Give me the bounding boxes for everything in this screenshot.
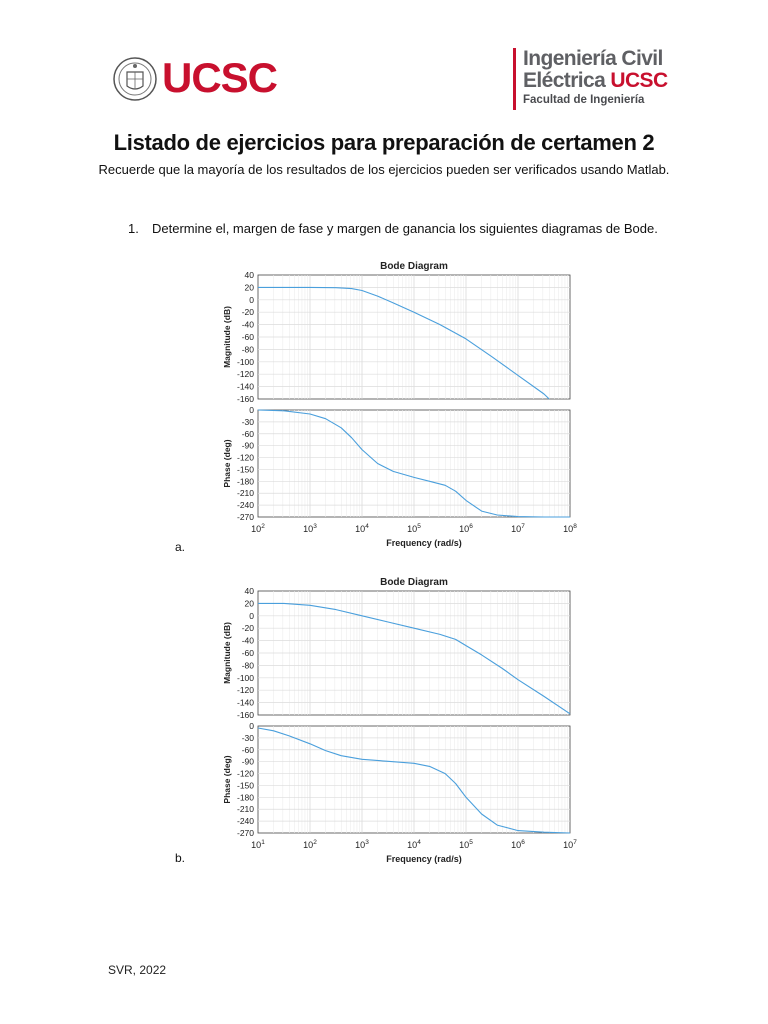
phase-panel: 0 -30 -60 -90 -120-150 -180 -210 -240 -270 Phase … [222, 405, 571, 522]
x-tick-label: 105 [407, 523, 421, 534]
question-text: Determine el, margen de fase y margen de… [152, 221, 658, 236]
document-subtitle: Recuerde que la mayoría de los resultado… [98, 162, 670, 177]
y-tick-label: -20 [242, 623, 255, 633]
x-tick-label: 106 [459, 523, 473, 534]
label-b: b. [175, 851, 186, 865]
y-tick-label: -80 [242, 660, 255, 670]
bode-chart-a: Bode Diagram 40 20 0 -20 -40 -60 -80 -100 -120 -14… [222, 261, 577, 548]
x-tick-label: 105 [459, 839, 473, 850]
y-tick-label: -120 [237, 453, 254, 463]
ucsc-seal-logo [113, 57, 157, 101]
y-tick-label: -20 [242, 307, 255, 317]
phase-curve [257, 409, 570, 518]
magnitude-curve [258, 602, 571, 715]
question-number: 1. [128, 221, 139, 236]
magnitude-panel: 40 20 0 -20 -40 -60 -80 -100 -120 -140 -160 Magnitu… [222, 586, 571, 720]
x-tick-label: 108 [563, 523, 577, 534]
y-tick-label: 0 [249, 295, 254, 305]
magnitude-panel: 40 20 0 -20 -40 -60 -80 -100 -120 -140 -160 Magnitu… [222, 270, 571, 404]
y-tick-label: -150 [237, 780, 254, 790]
y-tick-label: 0 [249, 721, 254, 731]
x-axis-label: Frequency (rad/s) [386, 854, 462, 864]
x-tick-label: 102 [303, 839, 317, 850]
y-tick-label: 20 [245, 282, 255, 292]
y-tick-label: -100 [237, 673, 254, 683]
y-tick-label: -240 [237, 500, 254, 510]
x-tick-label: 107 [563, 839, 577, 850]
x-tick-label: 101 [251, 839, 265, 850]
chart-title: Bode Diagram [380, 261, 448, 272]
y-tick-label: -60 [242, 745, 255, 755]
brand-divider [513, 48, 516, 110]
y-tick-label: -80 [242, 344, 255, 354]
label-a: a. [175, 540, 186, 554]
y-tick-label: -60 [242, 648, 255, 658]
brand-electrica: Eléctrica [523, 69, 606, 92]
x-tick-label: 107 [511, 523, 525, 534]
magnitude-curve [258, 286, 550, 400]
x-axis: 101 102 103 104 105 106 107 Frequency (rad/s) [251, 839, 577, 864]
y-tick-label: -210 [237, 804, 254, 814]
phase-panel: 0 -30 -60 -90 -120-150 -180 -210 -240 -270 Phase … [222, 721, 571, 838]
y-tick-label: -140 [237, 382, 254, 392]
x-axis-label: Frequency (rad/s) [386, 538, 462, 548]
y-tick-label: -90 [242, 757, 255, 767]
magnitude-axis-label: Magnitude (dB) [222, 622, 232, 684]
phase-axis-label: Phase (deg) [222, 755, 232, 803]
x-tick-label: 106 [511, 839, 525, 850]
brand-line-2: Eléctrica UCSC [523, 70, 668, 94]
y-tick-label: 40 [245, 586, 255, 596]
y-tick-label: -160 [237, 394, 254, 404]
footer-text: SVR, 2022 [108, 963, 167, 977]
y-tick-label: -30 [242, 733, 255, 743]
x-tick-label: 103 [303, 523, 317, 534]
y-tick-label: -160 [237, 710, 254, 720]
y-tick-label: -270 [237, 512, 254, 522]
phase-curve [257, 727, 571, 834]
y-tick-label: -210 [237, 488, 254, 498]
brand-line-3: Facultad de Ingeniería [523, 94, 645, 106]
y-tick-label: -120 [237, 685, 254, 695]
y-tick-label: -40 [242, 636, 255, 646]
y-tick-label: -30 [242, 417, 255, 427]
faculty-brand: Ingeniería Civil Eléctrica UCSC Facultad… [523, 48, 668, 107]
y-tick-label: -90 [242, 441, 255, 451]
x-tick-label: 102 [251, 523, 265, 534]
y-tick-label: 40 [245, 270, 255, 280]
bode-chart-b: Bode Diagram 40 20 0 -20 -40 -60 -80 -100 -120 -14… [222, 577, 577, 864]
x-tick-label: 104 [407, 839, 421, 850]
x-tick-label: 104 [355, 523, 369, 534]
y-tick-label: -120 [237, 769, 254, 779]
ucsc-logo-text: UCSC [162, 54, 278, 101]
y-tick-label: -180 [237, 476, 254, 486]
brand-ucsc: UCSC [610, 69, 668, 92]
y-tick-label: -150 [237, 464, 254, 474]
y-tick-label: -120 [237, 369, 254, 379]
phase-axis-label: Phase (deg) [222, 439, 232, 487]
y-tick-label: -140 [237, 698, 254, 708]
x-axis: 102 103 104 105 106 107 108 Frequency (rad/s) [251, 523, 577, 548]
brand-line-1: Ingeniería Civil [523, 47, 663, 70]
chart-title: Bode Diagram [380, 577, 448, 588]
question-1: 1. Determine el, margen de fase y margen … [128, 221, 658, 236]
document-title: Listado de ejercicios para preparación d… [113, 130, 655, 155]
y-tick-label: -60 [242, 429, 255, 439]
x-tick-label: 103 [355, 839, 369, 850]
y-tick-label: 20 [245, 598, 255, 608]
y-tick-label: 0 [249, 611, 254, 621]
magnitude-axis-label: Magnitude (dB) [222, 306, 232, 368]
y-tick-label: -270 [237, 828, 254, 838]
y-tick-label: -100 [237, 357, 254, 367]
y-tick-label: 0 [249, 405, 254, 415]
y-tick-label: -60 [242, 332, 255, 342]
y-tick-label: -180 [237, 792, 254, 802]
y-tick-label: -240 [237, 816, 254, 826]
y-tick-label: -40 [242, 320, 255, 330]
